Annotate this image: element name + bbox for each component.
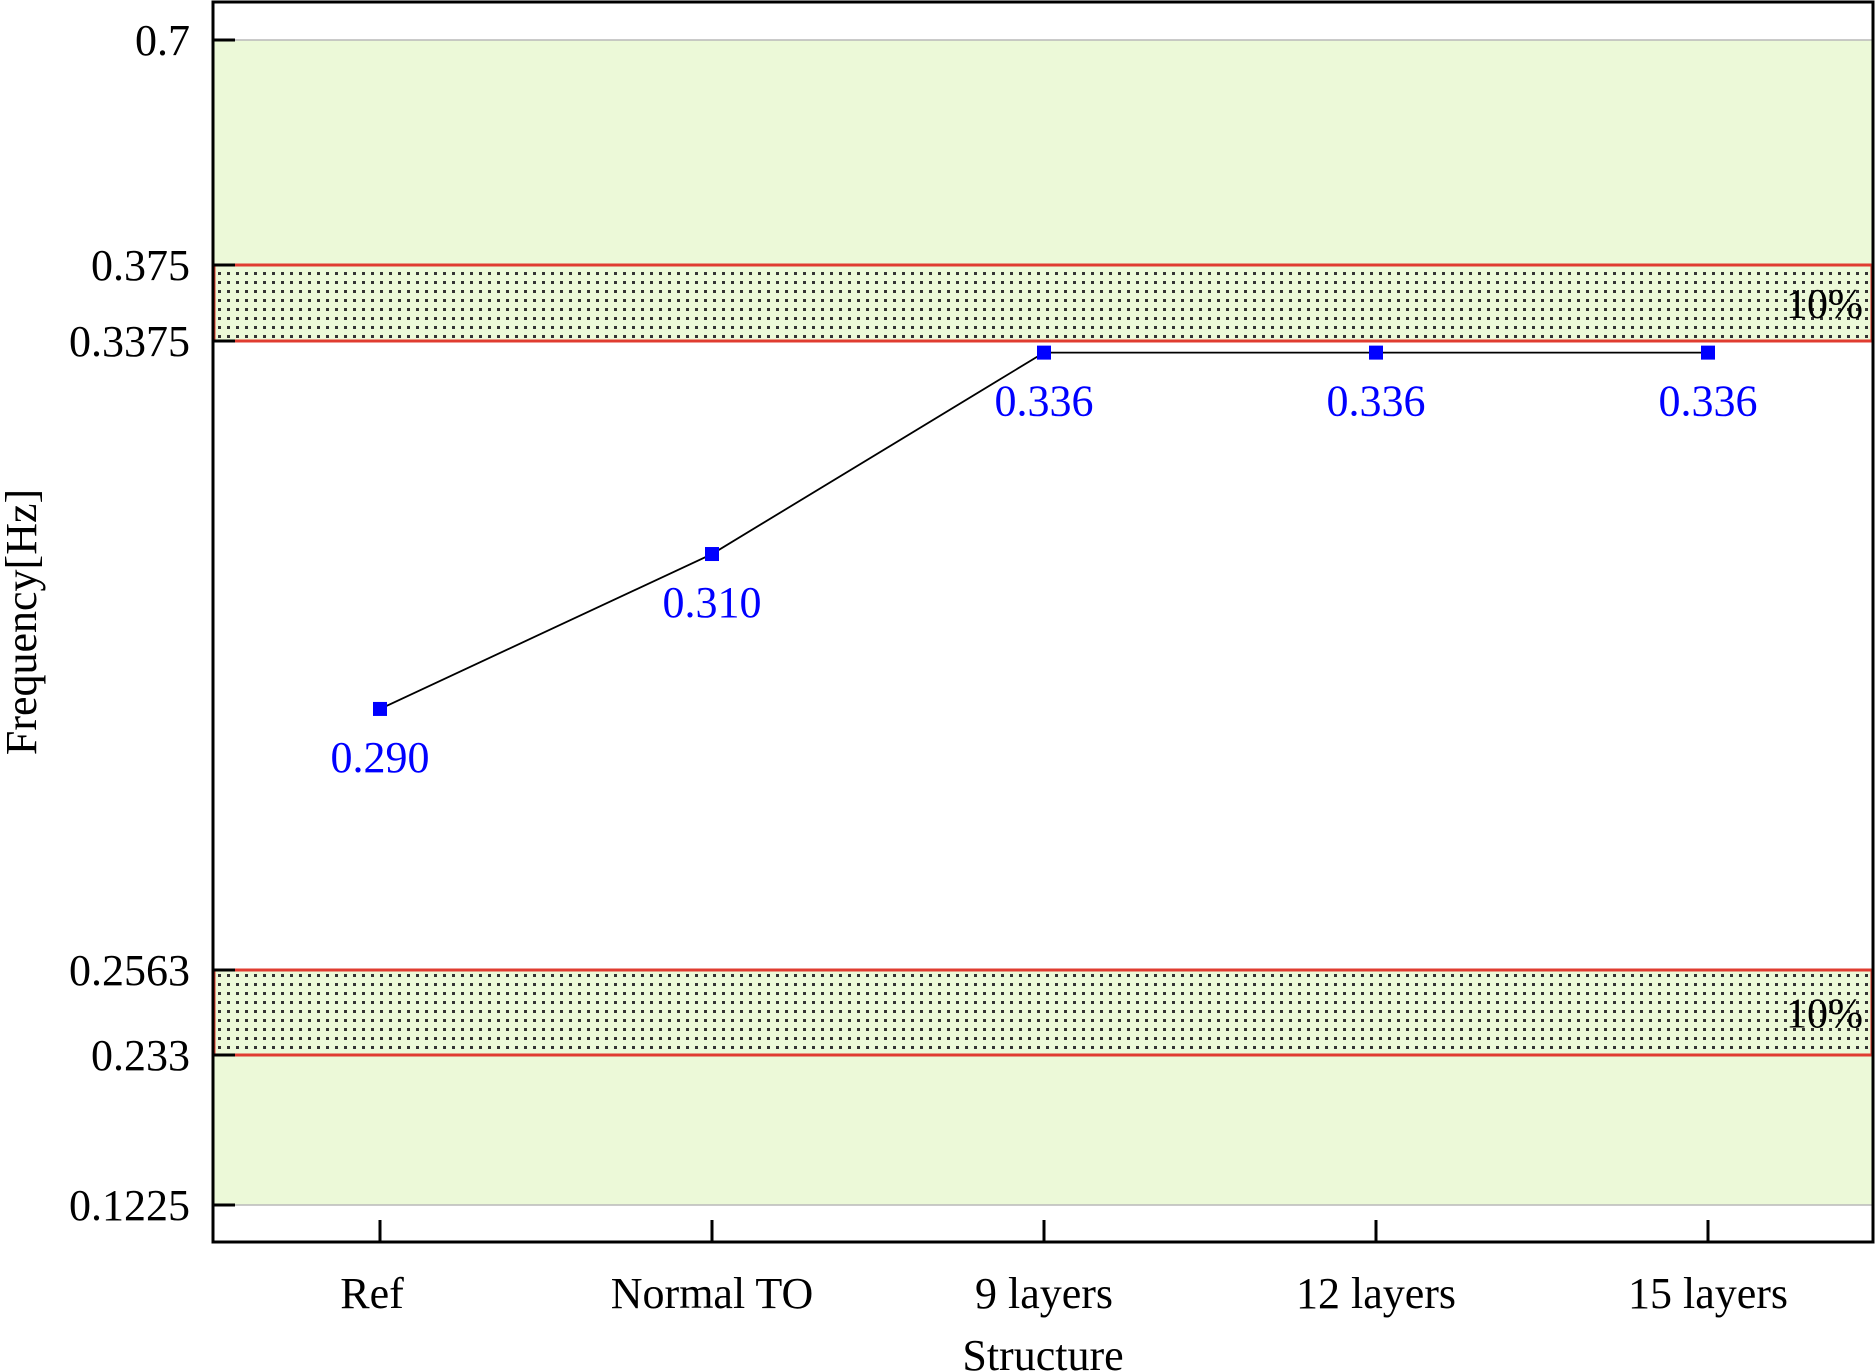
y-axis-title: Frequency[Hz] (0, 489, 46, 755)
y-tick-label-0: 0.7 (135, 16, 190, 65)
data-label-0-2: 0.336 (995, 377, 1094, 426)
data-label-0-1: 0.310 (663, 578, 762, 627)
data-point-0-3 (1369, 345, 1383, 360)
hatched-band-1 (212, 968, 1874, 1057)
data-point-0-2 (1037, 345, 1051, 360)
x-tick-label-4: 15 layers (1628, 1269, 1788, 1318)
y-tick-label-1: 0.375 (91, 241, 190, 290)
hatched-band-label-1: 10% (1786, 992, 1863, 1038)
data-point-0-1 (705, 547, 719, 562)
data-label-0-4: 0.336 (1659, 377, 1758, 426)
data-markers (373, 345, 1715, 716)
data-point-0-0 (373, 701, 387, 716)
hatched-band-0 (212, 263, 1874, 343)
x-tick-label-3: 12 layers (1296, 1269, 1456, 1318)
x-tick-label-2: 9 layers (975, 1269, 1113, 1318)
y-tick-label-2: 0.3375 (69, 317, 190, 366)
x-tick-label-1: Normal TO (611, 1269, 813, 1318)
data-label-0-0: 0.290 (331, 733, 430, 782)
x-axis-ticks: Ref Normal TO 9 layers 12 layers 15 layers (340, 1220, 1788, 1318)
x-tick-label-0: Ref (340, 1269, 404, 1318)
data-labels: 0.290 0.310 0.336 0.336 0.336 (331, 377, 1758, 782)
shaded-region-0 (213, 40, 1873, 265)
hatched-band-label-0: 10% (1786, 282, 1863, 328)
y-tick-label-4: 0.233 (91, 1031, 190, 1080)
shaded-region-1 (213, 1055, 1873, 1205)
y-tick-label-5: 0.1225 (69, 1181, 190, 1230)
data-label-0-3: 0.336 (1327, 377, 1426, 426)
data-point-0-4 (1701, 345, 1715, 360)
y-axis-ticks: 0.7 0.375 0.3375 0.2563 0.233 0.1225 (69, 16, 235, 1230)
x-axis-title: Structure (962, 1331, 1123, 1372)
y-tick-label-3: 0.2563 (69, 946, 190, 995)
shaded-regions (213, 39, 1873, 1206)
